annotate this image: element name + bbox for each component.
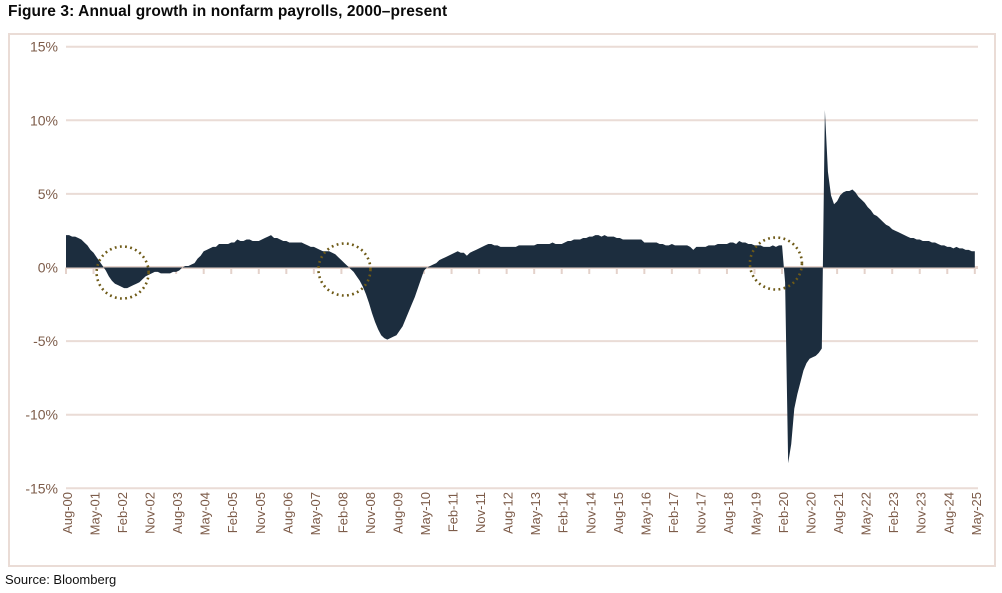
x-axis-tick-label: Aug-03 [170, 492, 185, 534]
x-axis-tick-label: May-16 [638, 492, 653, 535]
x-axis-tick-label: May-10 [418, 492, 433, 535]
y-axis-tick-label: -5% [33, 333, 58, 349]
x-axis-tick-label: Nov-17 [693, 492, 708, 534]
x-axis-tick-label: Nov-11 [473, 492, 488, 533]
x-axis-tick-label: Feb-17 [666, 492, 681, 533]
x-axis-tick-label: May-25 [969, 492, 984, 535]
x-axis-tick-label: Aug-12 [501, 492, 516, 534]
payrolls-growth-area [66, 110, 975, 464]
x-axis-tick-label: Aug-15 [611, 492, 626, 534]
x-axis-tick-label: Nov-23 [914, 492, 929, 534]
y-axis-tick-label: 15% [30, 39, 58, 55]
y-axis-tick-label: 10% [30, 112, 58, 128]
x-axis-tick-label: Nov-02 [143, 492, 158, 534]
payrolls-area-chart: 15% 10% 5% 0% -5% -10% -15%Aug-00 May-01 Feb-02 N… [25, 39, 984, 536]
x-axis-tick-label: Aug-24 [941, 492, 956, 534]
x-axis-tick-label: Nov-05 [253, 492, 268, 534]
source-note: Source: Bloomberg [5, 572, 117, 587]
x-axis-tick-label: May-19 [749, 492, 764, 535]
x-axis-tick-label: Feb-20 [776, 492, 791, 533]
x-axis-tick-label: Feb-05 [225, 492, 240, 533]
x-axis-tick-label: May-01 [88, 492, 103, 535]
figure-title: Figure 3: Annual growth in nonfarm payro… [8, 3, 448, 20]
x-axis-tick-label: Feb-02 [115, 492, 130, 533]
x-axis-tick-label: May-07 [308, 492, 323, 535]
recession-highlight-circle [317, 242, 372, 297]
x-axis-tick-label: May-22 [859, 492, 874, 535]
x-axis-tick-label: Feb-14 [556, 492, 571, 533]
x-axis-tick-label: Aug-00 [60, 492, 75, 534]
x-axis-tick-label: Nov-14 [583, 492, 598, 534]
recession-highlight-circle [748, 236, 804, 291]
x-axis-tick-label: Nov-08 [363, 492, 378, 534]
x-axis-tick-label: Feb-23 [886, 492, 901, 533]
x-axis-tick-label: Aug-09 [390, 492, 405, 534]
x-axis-tick-label: Aug-21 [831, 492, 846, 534]
x-axis-tick-label: Aug-18 [721, 492, 736, 534]
y-axis-tick-label: 0% [38, 260, 58, 276]
x-axis-tick-label: Nov-20 [804, 492, 819, 534]
x-axis-tick-label: May-04 [198, 492, 213, 535]
x-axis-tick-label: May-13 [528, 492, 543, 535]
y-axis-tick-label: -15% [25, 480, 58, 496]
x-axis-tick-label: Feb-11 [446, 492, 461, 532]
recession-highlight-circle [95, 245, 150, 300]
chart-frame [8, 33, 996, 567]
y-axis-tick-label: 5% [38, 186, 58, 202]
x-axis-tick-label: Aug-06 [280, 492, 295, 534]
x-axis-tick-label: Feb-08 [335, 492, 350, 533]
y-axis-tick-label: -10% [25, 407, 58, 423]
